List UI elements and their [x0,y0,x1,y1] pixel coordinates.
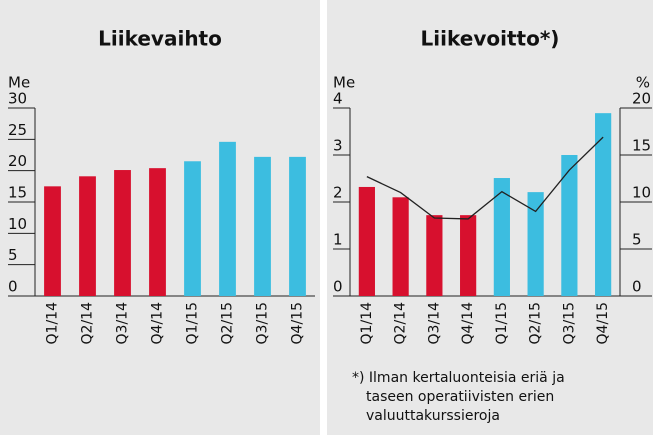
x-tick-label: Q4/15 [595,302,611,344]
bar [426,215,443,296]
x-tick-label: Q1/15 [494,302,510,344]
y2-tick-label: 0 [632,278,642,296]
y-tick-label: 25 [8,121,27,139]
x-tick-label: Q4/14 [460,302,476,345]
y2-axis-label: % [636,74,650,92]
y-tick-label: 0 [333,278,343,296]
y-tick-label: 0 [8,278,18,296]
y2-tick-label: 20 [632,90,651,108]
bar [460,215,477,296]
bar [561,155,578,296]
y-axis-label: Me [8,74,30,92]
footnote: taseen operatiivisten erien [366,389,554,405]
y-tick-label: 30 [8,90,27,108]
x-tick-label: Q1/14 [359,302,375,345]
x-tick-label: Q3/15 [561,302,577,344]
bar [493,178,510,296]
bar [254,156,271,296]
x-tick-label: Q3/14 [115,302,131,345]
bar [149,168,166,296]
bar [289,156,306,296]
bar [114,170,131,296]
y-axis-label: Me [333,74,355,92]
y2-tick-label: 15 [632,137,651,155]
y-tick-label: 2 [333,184,343,202]
bar [219,141,236,296]
x-tick-label: Q4/14 [150,302,166,345]
y-tick-label: 3 [333,137,343,155]
x-tick-label: Q2/14 [80,302,96,345]
y-tick-label: 10 [8,215,27,233]
y-tick-label: 20 [8,152,27,170]
line [366,136,604,220]
x-tick-label: Q2/15 [220,302,236,344]
x-tick-label: Q1/15 [185,302,201,344]
y-tick-label: 15 [8,184,27,202]
y2-tick-label: 10 [632,184,651,202]
x-tick-label: Q2/14 [393,302,409,345]
chart-title: Liikevaihto [98,27,222,51]
y2-tick-label: 5 [632,231,642,249]
bar [184,161,201,296]
bar [44,186,61,296]
x-tick-label: Q4/15 [290,302,306,344]
bar [79,176,96,296]
bar [595,113,612,296]
chart-title: Liikevoitto*) [421,27,560,51]
x-tick-label: Q1/14 [45,302,61,345]
y-tick-label: 1 [333,231,343,249]
bar [527,192,544,296]
bar [358,186,375,296]
x-tick-label: Q2/15 [528,302,544,344]
bar [392,197,409,296]
x-tick-label: Q3/14 [426,302,442,345]
y-tick-label: 5 [8,246,18,264]
x-tick-label: Q3/15 [255,302,271,344]
footnote: *) Ilman kertaluonteisia eriä ja [352,370,565,386]
footnote: valuuttakurssieroja [366,408,500,424]
y-tick-label: 4 [333,90,343,108]
